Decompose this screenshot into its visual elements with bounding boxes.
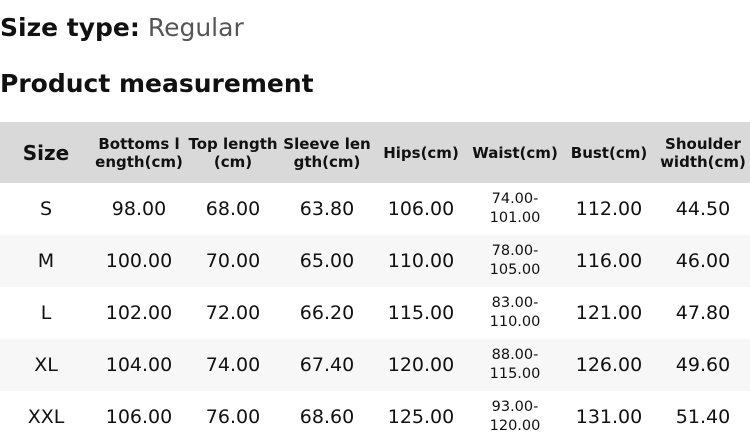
table-cell: 72.00 — [205, 302, 261, 324]
table-cell: 76.00 — [205, 406, 261, 428]
table-cell: L — [40, 302, 52, 324]
column-header: Hips(cm) — [374, 122, 468, 183]
table-cell: M — [0, 235, 92, 287]
table-cell: 78.00-105.00 — [468, 235, 562, 287]
table-cell: 74.00 — [186, 339, 280, 391]
table-cell: 131.00 — [575, 406, 643, 428]
table-cell: 63.80 — [299, 198, 355, 220]
header-row: Size Bottoms length(cm) Top length(cm) Slee… — [0, 122, 750, 183]
column-header: Bottoms length(cm) — [92, 122, 186, 183]
table-cell: 115.00 — [387, 302, 455, 324]
table-cell: 66.20 — [299, 302, 355, 324]
column-header: Top length(cm) — [186, 122, 280, 183]
column-header: Waist(cm) — [468, 122, 562, 183]
table-cell: S — [39, 198, 53, 220]
column-header: Sleeve length(cm) — [280, 122, 374, 183]
column-header: Shoulder width(cm) — [656, 122, 750, 183]
table-cell: 93.00-120.00 — [489, 399, 541, 434]
table-cell: 102.00 — [105, 302, 173, 324]
table-cell: 44.50 — [675, 198, 731, 220]
table-cell: 67.40 — [280, 339, 374, 391]
table-cell: 110.00 — [374, 235, 468, 287]
table-cell: 112.00 — [575, 198, 643, 220]
table-cell: 125.00 — [387, 406, 455, 428]
table-cell: 116.00 — [562, 235, 656, 287]
table-cell: 120.00 — [374, 339, 468, 391]
table-cell: XL — [0, 339, 92, 391]
table-row: S 98.00 68.00 63.80 106.00 74.00-101.00 112.00… — [0, 183, 750, 235]
table-cell: 46.00 — [656, 235, 750, 287]
table-cell: 106.00 — [387, 198, 455, 220]
table-cell: 98.00 — [111, 198, 167, 220]
table-cell: 74.00-101.00 — [489, 191, 541, 226]
table-row: M 100.00 70.00 65.00 110.00 78.00-105.00 116.0… — [0, 235, 750, 287]
table-row: XL 104.00 74.00 67.40 120.00 88.00-115.00 126.… — [0, 339, 750, 391]
size-type-value: Regular — [147, 13, 244, 42]
table-cell: 47.80 — [675, 302, 731, 324]
table-cell: 70.00 — [186, 235, 280, 287]
section-title: Product measurement — [0, 69, 314, 98]
table-cell: 104.00 — [92, 339, 186, 391]
size-type: Size type: Regular — [0, 11, 244, 45]
table-cell: 49.60 — [656, 339, 750, 391]
column-header: Size — [0, 122, 92, 183]
table-cell: 68.60 — [299, 406, 355, 428]
table-cell: 51.40 — [675, 406, 731, 428]
table-cell: 126.00 — [562, 339, 656, 391]
table-row: L 102.00 72.00 66.20 115.00 83.00-110.00 121.0… — [0, 287, 750, 339]
table-cell: XXL — [27, 406, 65, 428]
table-cell: 88.00-115.00 — [468, 339, 562, 391]
table-cell: 121.00 — [575, 302, 643, 324]
table-cell: 65.00 — [280, 235, 374, 287]
size-type-label: Size type: — [0, 13, 140, 42]
table-cell: 100.00 — [92, 235, 186, 287]
table-cell: 106.00 — [105, 406, 173, 428]
column-header: Bust(cm) — [562, 122, 656, 183]
table-row: XXL 106.00 76.00 68.60 125.00 93.00-120.00 131… — [0, 391, 750, 443]
table-cell: 83.00-110.00 — [489, 295, 541, 330]
measurement-table: Size Bottoms length(cm) Top length(cm) Slee… — [0, 122, 750, 443]
table-cell: 68.00 — [205, 198, 261, 220]
